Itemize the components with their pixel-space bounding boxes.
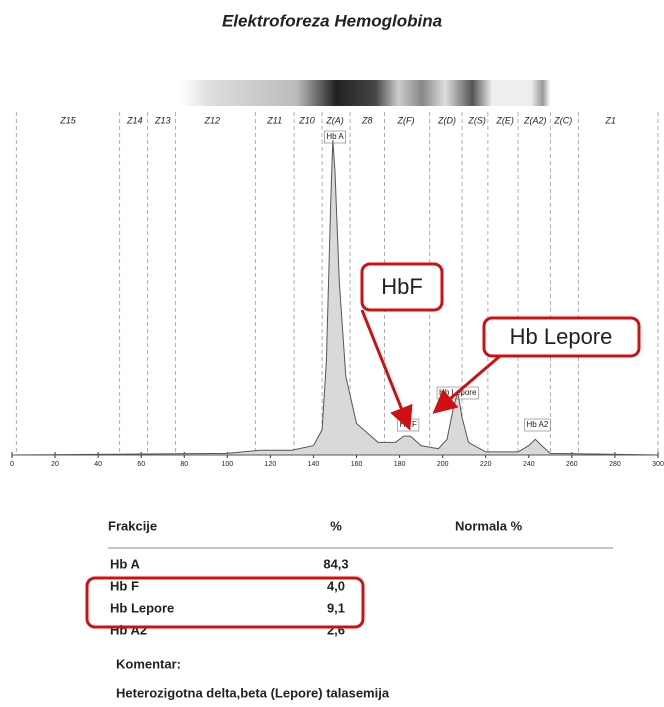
x-tick-label: 100 [221, 461, 233, 468]
x-tick-label: 260 [566, 461, 578, 468]
callout: Hb Lepore [510, 324, 613, 349]
peak-label: Hb A2 [527, 420, 549, 429]
peak-label: Hb A [326, 132, 344, 141]
table-cell: 9,1 [327, 600, 345, 615]
comment-text: Heterozigotna delta,beta (Lepore) talase… [116, 685, 390, 700]
table-cell: Hb A [110, 556, 140, 571]
table-cell: 4,0 [327, 578, 345, 593]
table-header: Frakcije [108, 518, 157, 533]
x-tick-label: 160 [351, 461, 363, 468]
zone-label: Z(A2) [523, 115, 547, 125]
electropherogram: Z15 Z14 Z13 Z12 Z11 Z10 Z(A) Z8 Z(F) Z(D) Z(S) Z(E)… [10, 112, 664, 468]
table-cell: Hb F [110, 578, 139, 593]
table-header: % [330, 518, 342, 533]
callout-box [360, 262, 444, 312]
gel-band [180, 80, 570, 106]
callout-box [482, 316, 641, 358]
x-tick-label: 300 [652, 461, 664, 468]
x-tick-label: 0 [10, 461, 14, 468]
zone-label: Z15 [59, 115, 77, 125]
table-cell: 2,6 [327, 622, 345, 637]
zone-label: Z8 [361, 115, 373, 125]
x-tick-label: 140 [308, 461, 320, 468]
highlight [85, 576, 365, 629]
x-tick-label: 120 [265, 461, 277, 468]
zone-label: Z(F) [397, 115, 415, 125]
table-cell: 84,3 [323, 556, 348, 571]
x-tick-label: 20 [51, 461, 59, 468]
trace [11, 140, 659, 456]
x-tick-label: 240 [523, 461, 535, 468]
arrow [360, 309, 413, 431]
zone-label: Z13 [154, 115, 171, 125]
x-tick-label: 280 [609, 461, 621, 468]
zone-label: Z(S) [467, 115, 486, 125]
peak-label-box [324, 130, 346, 144]
zone-label: Z11 [266, 115, 282, 125]
zone-label: Z14 [126, 115, 143, 125]
x-tick-label: 60 [137, 461, 145, 468]
x-tick-label: 180 [394, 461, 406, 468]
zone-label: Z1 [604, 115, 616, 125]
callout: HbF [381, 274, 423, 299]
table-cell: Hb A2 [110, 622, 147, 637]
zone-label: Z(E) [495, 115, 514, 125]
x-tick-label: 40 [94, 461, 102, 468]
table: Frakcije% Normala % Hb A 84,3 Hb F 4,0 Hb Lepo… [108, 518, 523, 637]
zone-label: Z10 [298, 115, 315, 125]
zone-label: Z(C) [553, 115, 572, 125]
arrow [432, 354, 501, 414]
zone-label: Z12 [204, 115, 221, 125]
table-cell: Hb Lepore [110, 600, 174, 615]
comment-label: Komentar: [116, 656, 181, 671]
title: Elektroforeza Hemoglobina [222, 11, 442, 30]
x-tick-label: 200 [437, 461, 449, 468]
table-header: Normala % [455, 518, 523, 533]
peak-label-box [524, 418, 551, 432]
zone-label: Z(A) [325, 115, 344, 125]
x-tick-label: 80 [180, 461, 188, 468]
zone-label: Z(D) [437, 115, 456, 125]
x-tick-label: 220 [480, 461, 492, 468]
